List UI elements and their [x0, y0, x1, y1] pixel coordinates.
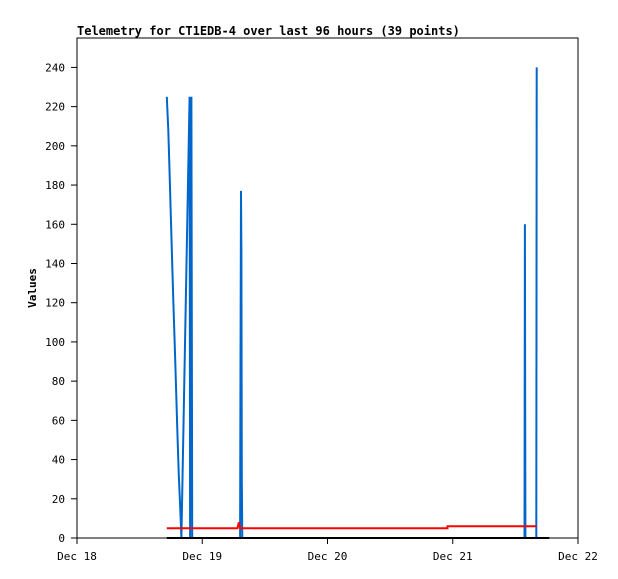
y-tick-label: 140	[45, 257, 65, 270]
x-tick-label: Dec 18	[57, 550, 97, 563]
y-tick-label: 80	[52, 375, 65, 388]
y-axis-label: Values	[26, 268, 39, 308]
y-tick-label: 100	[45, 336, 65, 349]
x-tick-label: Dec 20	[308, 550, 348, 563]
series-line-0	[165, 67, 538, 539]
series-line-1	[166, 522, 537, 530]
y-tick-label: 0	[58, 532, 65, 545]
x-tick-label: Dec 22	[558, 550, 598, 563]
y-tick-label: 60	[52, 414, 65, 427]
x-tick-label: Dec 19	[182, 550, 222, 563]
y-tick-label: 240	[45, 61, 65, 74]
y-tick-label: 40	[52, 454, 65, 467]
y-tick-label: 160	[45, 218, 65, 231]
chart-title: Telemetry for CT1EDB-4 over last 96 hour…	[77, 24, 460, 38]
y-tick-label: 20	[52, 493, 65, 506]
x-tick-label: Dec 21	[433, 550, 473, 563]
y-tick-label: 220	[45, 101, 65, 114]
y-tick-label: 120	[45, 297, 65, 310]
y-tick-label: 180	[45, 179, 65, 192]
y-tick-label: 200	[45, 140, 65, 153]
plot-frame	[76, 37, 579, 539]
